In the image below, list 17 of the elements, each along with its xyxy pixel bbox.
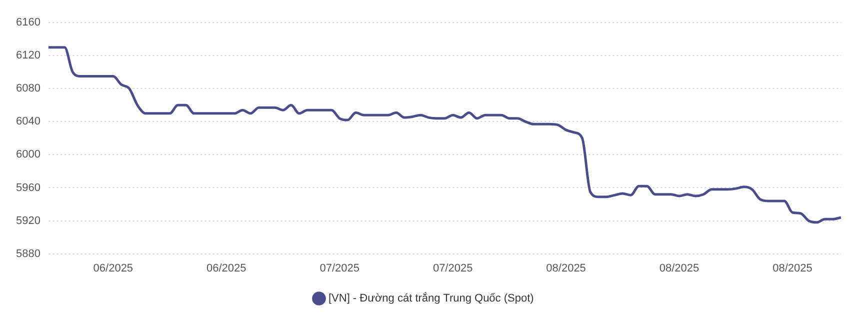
- y-tick-label: 5880: [16, 248, 40, 260]
- x-tick-label: 08/2025: [772, 262, 812, 274]
- y-tick-label: 5920: [16, 214, 40, 227]
- y-tick-label: 6120: [16, 50, 40, 62]
- y-tick-label: 6160: [16, 16, 40, 29]
- x-tick-label: 06/2025: [93, 262, 134, 274]
- x-tick-label: 08/2025: [659, 262, 700, 274]
- y-tick-label: 6080: [16, 82, 40, 95]
- legend-label: [VN] - Đường cát trắng Trung Quốc (Spot): [328, 292, 534, 305]
- y-tick-label: 6040: [16, 116, 40, 128]
- x-tick-label: 08/2025: [546, 262, 586, 274]
- line-series: [47, 46, 842, 224]
- x-tick-label: 07/2025: [320, 262, 360, 274]
- x-tick-label: 07/2025: [432, 262, 473, 274]
- y-tick-label: 6000: [16, 148, 40, 161]
- y-tick-label: 5960: [16, 182, 40, 194]
- x-tick-label: 06/2025: [206, 262, 246, 274]
